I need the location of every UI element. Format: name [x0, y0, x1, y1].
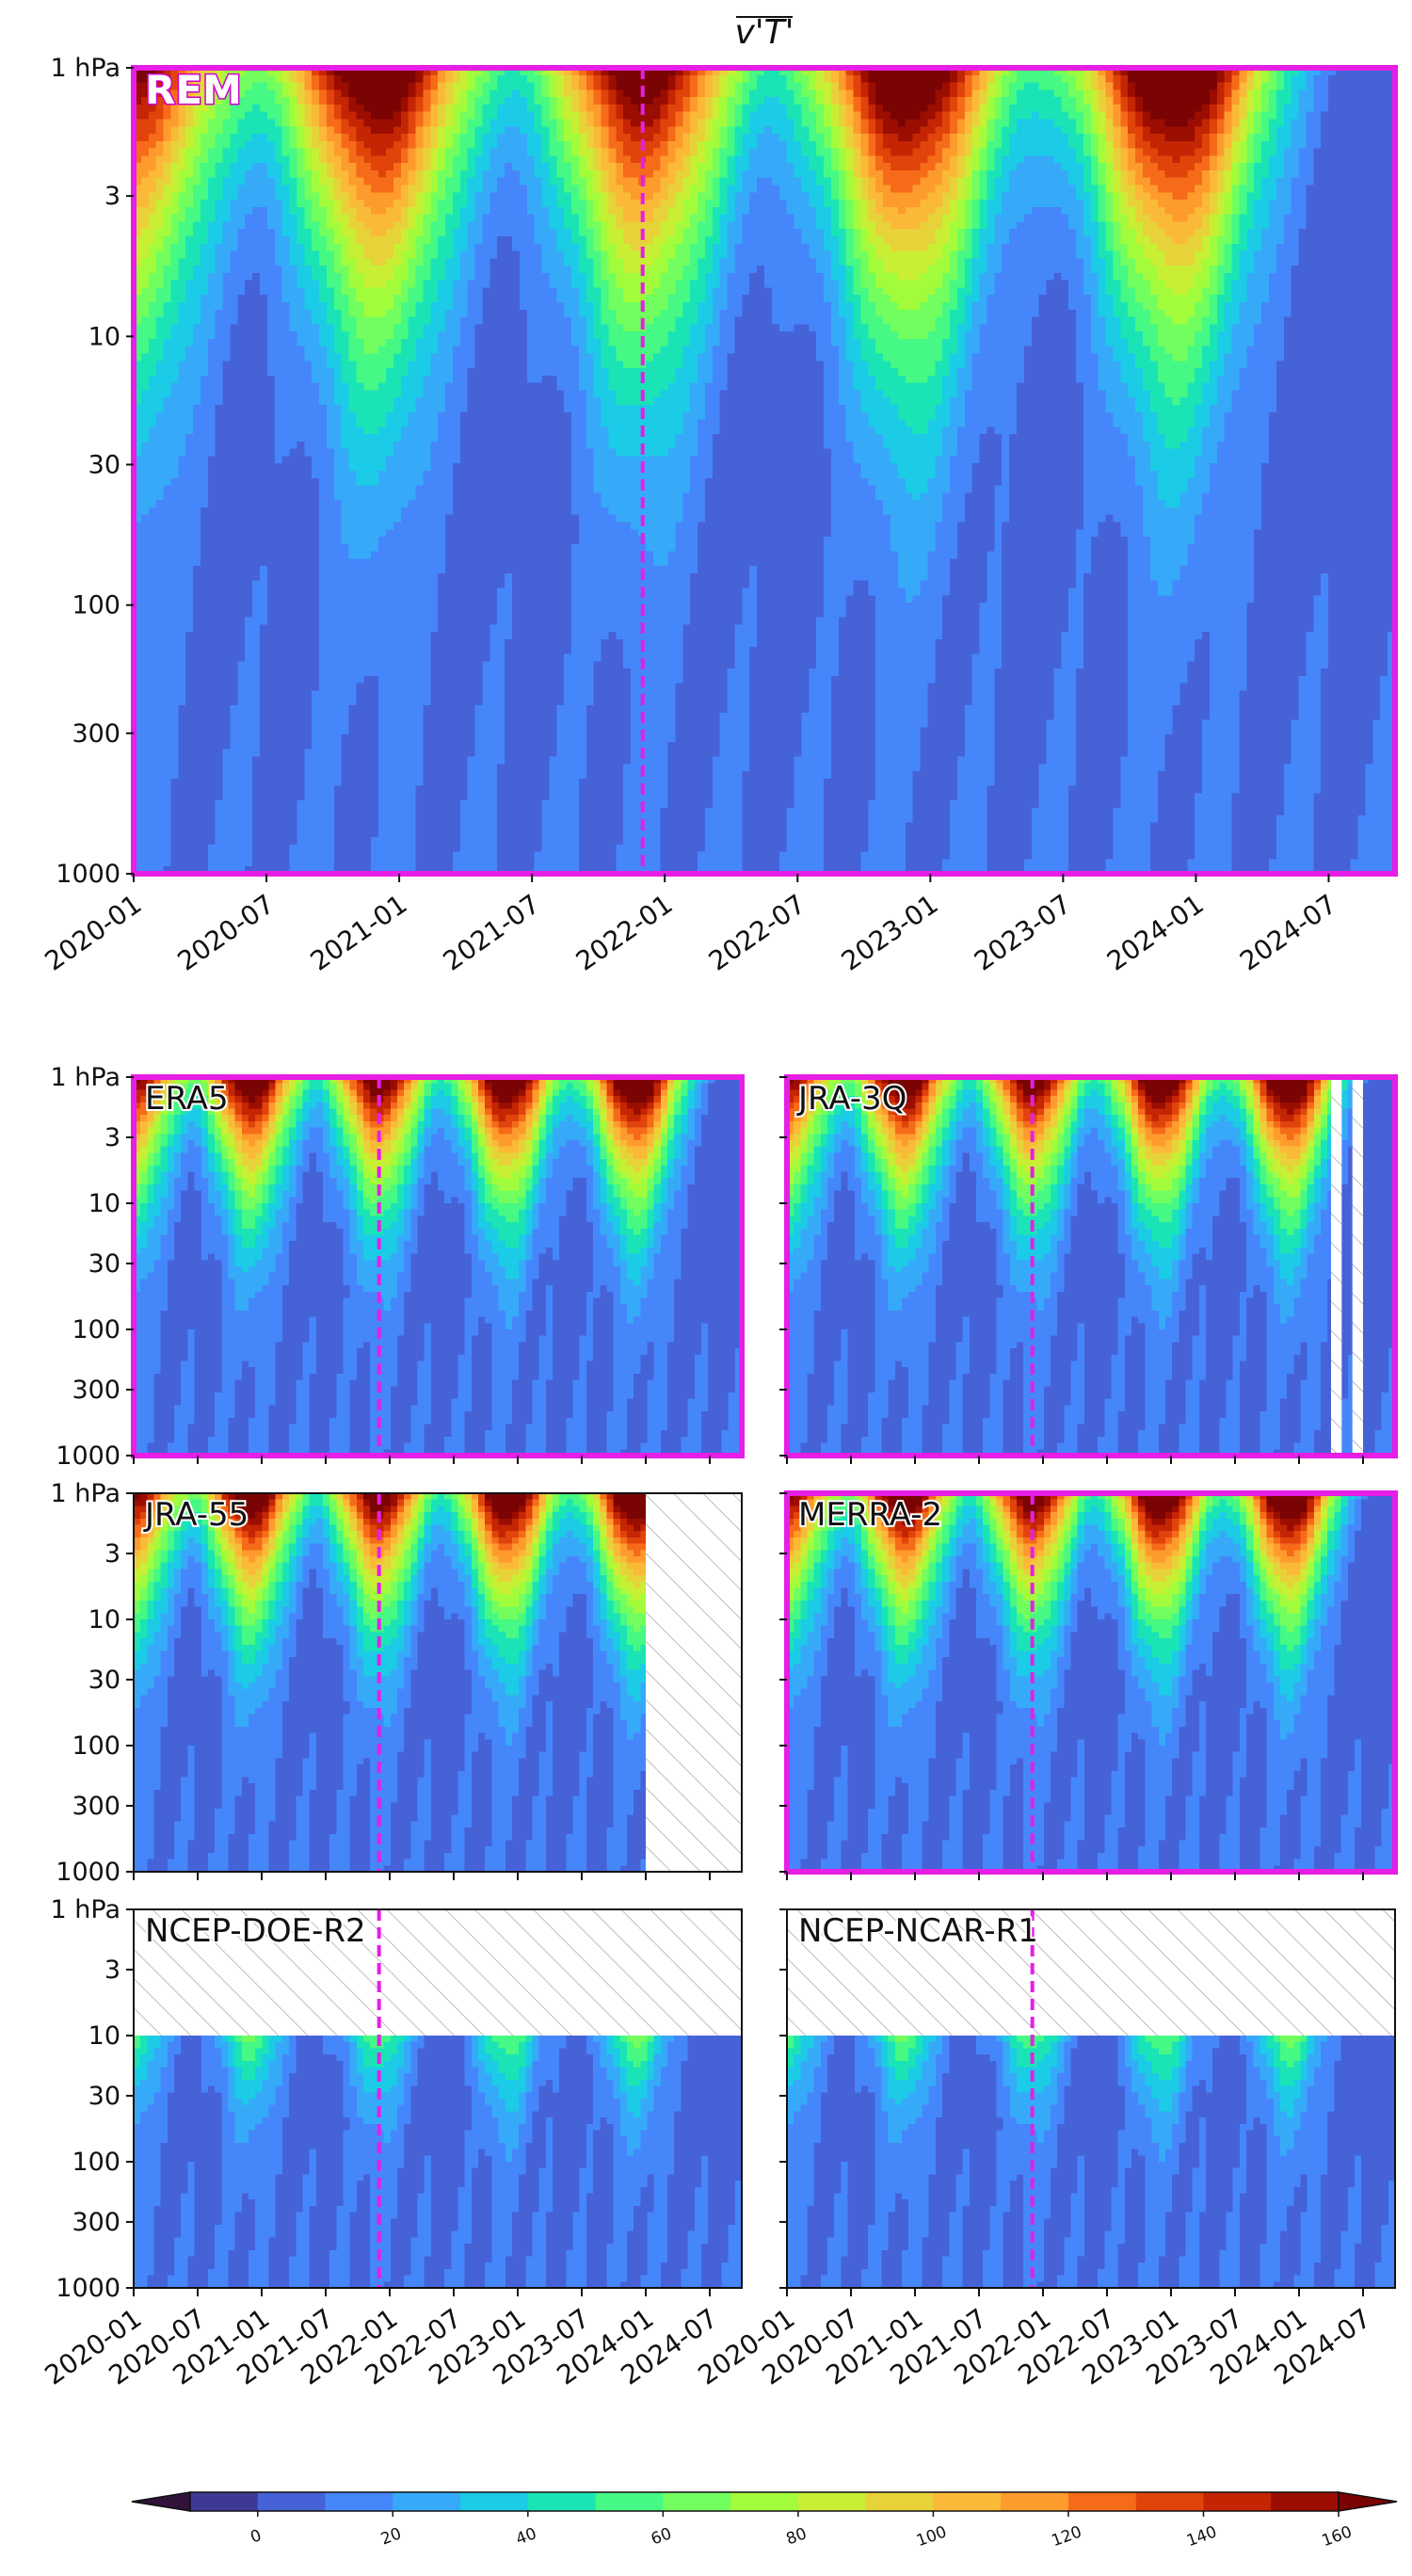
heatmap-cells	[134, 1077, 743, 1457]
y-tick-label: 100	[72, 2148, 120, 2177]
colorbar-bin	[866, 2492, 934, 2511]
x-tick-label: 2020-07	[172, 888, 281, 976]
y-tick-label: 3	[104, 1123, 120, 1152]
y-tick-label: 1000	[56, 1858, 120, 1887]
colorbar-tick-label: 120	[1050, 2522, 1084, 2551]
panel-ncep-ncar-r1: NCEP-NCAR-R12020-012020-072021-012021-07…	[693, 1909, 1396, 2391]
colorbar-bin	[596, 2492, 664, 2511]
colorbar-bin	[730, 2492, 798, 2511]
y-tick-label: 3	[104, 182, 120, 211]
colorbar-tick-label: 40	[514, 2524, 539, 2549]
panel-label: REM	[145, 67, 242, 113]
y-tick-label: 1 hPa	[51, 54, 121, 83]
y-tick-label: 3	[104, 1539, 120, 1569]
panel-label: ERA5	[145, 1080, 229, 1118]
colorbar-bin	[393, 2492, 460, 2511]
colorbar-tick-label: 20	[378, 2524, 404, 2549]
panel-jra-55: JRA-55 1 hPa 3 10 30 100 300 1000	[51, 1479, 743, 1887]
colorbar-bin	[1068, 2492, 1136, 2511]
y-tick-label: 30	[88, 450, 120, 479]
y-tick-label: 30	[88, 1249, 120, 1279]
colorbar-bin	[1203, 2492, 1271, 2511]
colorbar-tick-label: 80	[784, 2524, 810, 2549]
y-tick-label: 1 hPa	[51, 1479, 121, 1508]
y-tick-label: 300	[72, 719, 120, 749]
colorbar-bin	[798, 2492, 866, 2511]
y-tick-label: 300	[72, 1792, 120, 1821]
colorbar-bin	[258, 2492, 326, 2511]
x-tick-label: 2022-01	[570, 888, 679, 976]
panel-label: NCEP-DOE-R2	[145, 1912, 366, 1950]
colorbar-tick-label: 160	[1320, 2522, 1355, 2551]
colorbar-bin	[1271, 2492, 1339, 2511]
x-tick-label: 2022-07	[703, 888, 811, 976]
heatmap-cells	[787, 1077, 1396, 1457]
colorbar-tick-label: 140	[1184, 2522, 1219, 2551]
x-tick-label: 2023-07	[969, 888, 1077, 976]
colorbar-extend-high	[1339, 2492, 1397, 2511]
missing-data-region	[1331, 1077, 1341, 1456]
heatmap-cells	[134, 68, 1396, 875]
x-tick-label: 2021-01	[305, 888, 413, 976]
y-tick-label: 100	[72, 1315, 120, 1344]
figure: v'T' REM1 hPa3103010030010002020-01 2020-…	[0, 0, 1412, 2576]
colorbar-bin	[1001, 2492, 1068, 2511]
missing-data-region	[646, 1493, 742, 1872]
colorbar-bin	[1136, 2492, 1204, 2511]
y-tick-label: 1000	[56, 2274, 120, 2303]
x-tick-label: 2024-01	[1101, 888, 1210, 976]
colorbar-bin	[190, 2492, 258, 2511]
y-tick-label: 1 hPa	[51, 1063, 121, 1092]
y-tick-label: 300	[72, 1376, 120, 1405]
panel-jra-3q: JRA-3Q	[779, 1077, 1396, 1464]
colorbar-bin	[326, 2492, 393, 2511]
y-tick-label: 10	[88, 1189, 120, 1218]
panel-label: JRA-55	[143, 1496, 249, 1534]
colorbar-bin	[460, 2492, 528, 2511]
panel-ncep-doe-r2: NCEP-DOE-R21 hPa3103010030010002020-0120…	[40, 1895, 743, 2391]
panel-label: MERRA-2	[798, 1496, 942, 1534]
colorbar-bin	[933, 2492, 1001, 2511]
y-tick-label: 1000	[56, 860, 120, 889]
y-tick-label: 10	[88, 1605, 120, 1634]
colorbar-tick-label: 60	[649, 2524, 674, 2549]
figure-title: v'T'	[734, 13, 794, 52]
colorbar-bin	[663, 2492, 730, 2511]
colorbar-extend-low	[132, 2492, 190, 2511]
y-tick-label: 30	[88, 2082, 120, 2111]
colorbar-tick-label: 0	[249, 2526, 265, 2547]
y-tick-label: 300	[72, 2208, 120, 2237]
y-tick-label: 3	[104, 1956, 120, 1985]
colorbar-bin	[528, 2492, 596, 2511]
heatmap-cells	[787, 1493, 1396, 1873]
x-tick-label: 2024-07	[1234, 888, 1342, 976]
y-tick-label: 100	[72, 591, 120, 620]
colorbar: 0 20 40 60 80 100 120 140 160	[132, 2492, 1397, 2551]
panel-label: NCEP-NCAR-R1	[798, 1912, 1038, 1950]
panel-era5: ERA5 1 hPa 3 10 30 100 300 1000	[51, 1063, 743, 1471]
x-tick-label: 2023-01	[836, 888, 944, 976]
x-tick-label: 2021-07	[438, 888, 546, 976]
y-tick-label: 10	[88, 2021, 120, 2051]
y-tick-label: 1 hPa	[51, 1895, 121, 1924]
y-tick-label: 100	[72, 1731, 120, 1761]
panel-merra-2: MERRA-2	[779, 1493, 1396, 1880]
missing-data-region	[1353, 1077, 1363, 1456]
colorbar-tick-label: 100	[914, 2522, 949, 2551]
panel-label: JRA-3Q	[796, 1080, 907, 1118]
x-tick-label: 2020-01	[40, 888, 148, 976]
y-tick-label: 1000	[56, 1441, 120, 1471]
y-tick-label: 10	[88, 322, 120, 351]
y-tick-label: 30	[88, 1666, 120, 1695]
